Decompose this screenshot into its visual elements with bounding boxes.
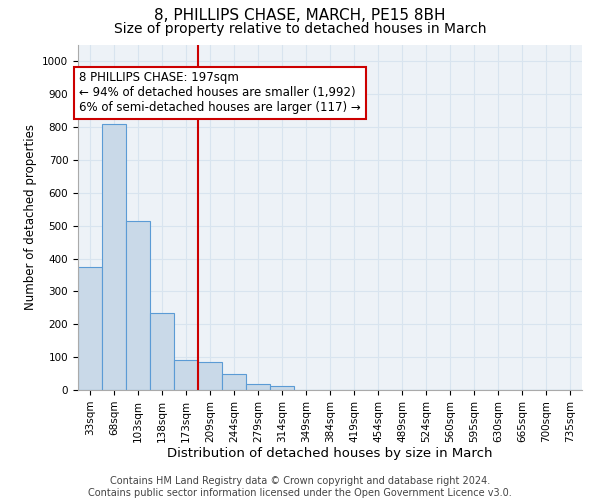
Text: Contains HM Land Registry data © Crown copyright and database right 2024.
Contai: Contains HM Land Registry data © Crown c… [88,476,512,498]
Bar [102,124,126,390]
Bar [222,374,246,390]
X-axis label: Distribution of detached houses by size in March: Distribution of detached houses by size … [167,448,493,460]
Bar [174,360,198,390]
Bar [270,386,294,390]
Bar [150,313,174,390]
Text: 8 PHILLIPS CHASE: 197sqm
← 94% of detached houses are smaller (1,992)
6% of semi: 8 PHILLIPS CHASE: 197sqm ← 94% of detach… [79,72,361,114]
Text: 8, PHILLIPS CHASE, MARCH, PE15 8BH: 8, PHILLIPS CHASE, MARCH, PE15 8BH [154,8,446,22]
Bar [126,221,150,390]
Y-axis label: Number of detached properties: Number of detached properties [23,124,37,310]
Bar [198,362,222,390]
Text: Size of property relative to detached houses in March: Size of property relative to detached ho… [114,22,486,36]
Bar [246,384,270,390]
Bar [78,267,102,390]
